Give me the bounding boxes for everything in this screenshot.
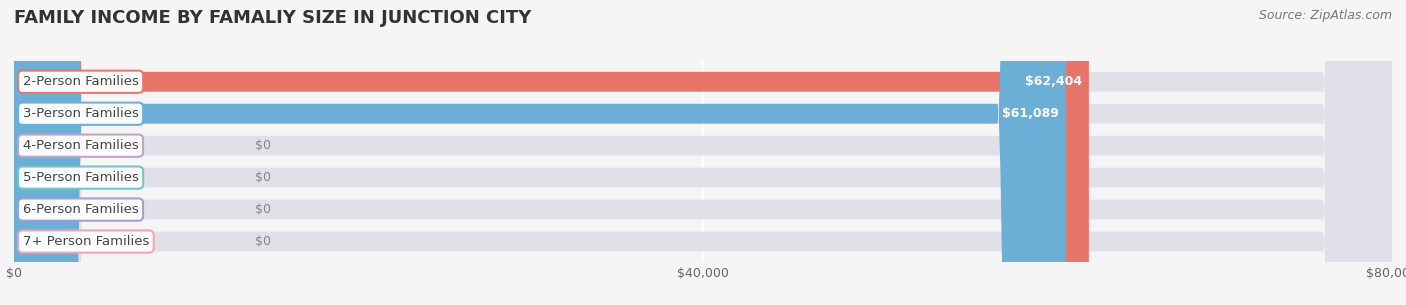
Text: 7+ Person Families: 7+ Person Families xyxy=(22,235,149,248)
Text: 2-Person Families: 2-Person Families xyxy=(22,75,139,88)
Text: 4-Person Families: 4-Person Families xyxy=(22,139,138,152)
Text: $0: $0 xyxy=(256,139,271,152)
FancyBboxPatch shape xyxy=(14,0,1392,305)
Text: $61,089: $61,089 xyxy=(1002,107,1059,120)
FancyBboxPatch shape xyxy=(14,0,1088,305)
Text: FAMILY INCOME BY FAMALIY SIZE IN JUNCTION CITY: FAMILY INCOME BY FAMALIY SIZE IN JUNCTIO… xyxy=(14,9,531,27)
Text: $62,404: $62,404 xyxy=(1025,75,1083,88)
FancyBboxPatch shape xyxy=(14,0,1392,305)
Text: $0: $0 xyxy=(256,171,271,184)
FancyBboxPatch shape xyxy=(14,0,1392,305)
Text: $0: $0 xyxy=(256,203,271,216)
FancyBboxPatch shape xyxy=(14,0,1392,305)
Text: Source: ZipAtlas.com: Source: ZipAtlas.com xyxy=(1258,9,1392,22)
FancyBboxPatch shape xyxy=(14,0,1066,305)
Text: 3-Person Families: 3-Person Families xyxy=(22,107,139,120)
Text: 6-Person Families: 6-Person Families xyxy=(22,203,138,216)
FancyBboxPatch shape xyxy=(14,0,1392,305)
Text: $0: $0 xyxy=(256,235,271,248)
FancyBboxPatch shape xyxy=(14,0,1392,305)
Text: 5-Person Families: 5-Person Families xyxy=(22,171,139,184)
